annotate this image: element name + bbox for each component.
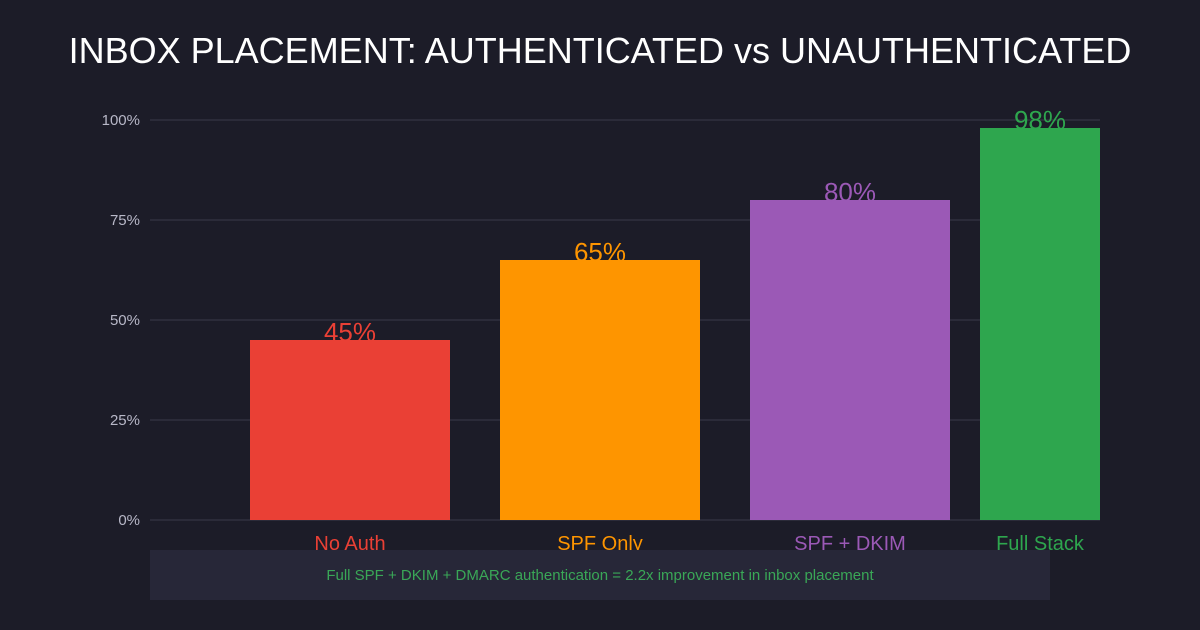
y-tick-label: 50% [110,312,140,329]
bar-spf-only [500,260,700,520]
y-tick-label: 0% [118,512,140,529]
x-axis-labels: No Auth SPF Only SPF + DKIM Full Stack [314,533,1084,555]
y-tick-label: 25% [110,412,140,429]
summary-banner: Full SPF + DKIM + DMARC authentication =… [150,550,1050,600]
bars [250,128,1100,520]
x-tick-label: SPF Only [557,533,643,555]
x-tick-label: Full Stack [996,533,1085,555]
data-label: 80% [824,177,876,207]
data-label: 98% [1014,105,1066,135]
chart-title: INBOX PLACEMENT: AUTHENTICATED vs UNAUTH… [68,30,1132,71]
summary-note: Full SPF + DKIM + DMARC authentication =… [326,566,874,584]
bar-spf-dkim [750,200,950,520]
x-tick-label: No Auth [314,533,385,555]
y-axis-ticks: 0% 25% 50% 75% 100% [102,112,140,529]
y-tick-label: 100% [102,112,140,129]
bar-full-stack [980,128,1100,520]
x-tick-label: SPF + DKIM [794,533,906,555]
value-labels: 45% 65% 80% 98% [324,105,1066,347]
bar-no-auth [250,340,450,520]
data-label: 45% [324,317,376,347]
y-tick-label: 75% [110,212,140,229]
data-label: 65% [574,237,626,267]
